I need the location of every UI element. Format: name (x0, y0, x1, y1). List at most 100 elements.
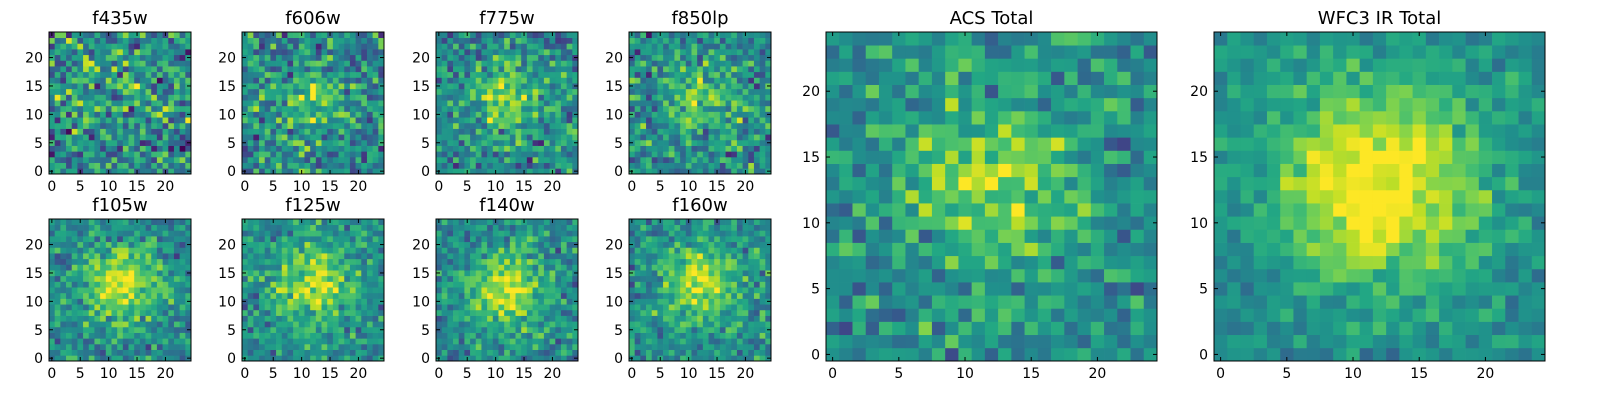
heatmap-cell (680, 151, 687, 158)
heatmap-cell (293, 332, 300, 339)
heatmap-cell (487, 139, 494, 146)
heatmap-cell (447, 37, 454, 44)
heatmap-cell (680, 111, 687, 118)
heatmap-cell (753, 355, 760, 362)
heatmap-cell (156, 77, 163, 84)
heatmap-cell (156, 343, 163, 350)
heatmap-cell (372, 168, 379, 175)
heatmap-cell (276, 128, 283, 135)
heatmap-cell (310, 37, 317, 44)
y-tick-label: 5 (227, 136, 236, 152)
heatmap-cell (560, 298, 567, 305)
heatmap-cell (173, 224, 180, 231)
heatmap-cell (492, 117, 499, 124)
heatmap-cell (441, 60, 448, 67)
heatmap-cell (487, 236, 494, 243)
heatmap-cell (242, 43, 249, 50)
heatmap-cell (640, 117, 647, 124)
heatmap-cell (509, 145, 516, 152)
heatmap-cell (71, 49, 78, 56)
heatmap-cell (538, 71, 545, 78)
heatmap-cell (719, 100, 726, 107)
heatmap-cell (304, 241, 311, 248)
heatmap-cell (315, 355, 322, 362)
heatmap-cell (173, 162, 180, 169)
heatmap-cell (349, 332, 356, 339)
heatmap-cell (458, 162, 465, 169)
heatmap-cell (122, 162, 129, 169)
heatmap-cell (646, 275, 653, 282)
heatmap-cell (470, 37, 477, 44)
heatmap-cell (321, 338, 328, 345)
heatmap-cell (674, 275, 681, 282)
heatmap-cell (685, 83, 692, 90)
heatmap-cell (714, 332, 721, 339)
heatmap-cell (145, 168, 152, 175)
heatmap-cell (145, 332, 152, 339)
heatmap-cell (105, 71, 112, 78)
heatmap-cell (60, 332, 67, 339)
heatmap-cell (532, 83, 539, 90)
heatmap-cell (100, 292, 107, 299)
heatmap-cell (629, 94, 636, 101)
heatmap-cell (298, 156, 305, 163)
heatmap-cell (111, 145, 118, 152)
heatmap-cell (355, 343, 362, 350)
heatmap-cell (247, 321, 254, 328)
heatmap-cell (344, 66, 351, 73)
heatmap-cell (71, 60, 78, 67)
heatmap-cell (179, 224, 186, 231)
heatmap-cell (259, 168, 266, 175)
heatmap-cell (83, 247, 90, 254)
heatmap-cell (270, 349, 277, 356)
heatmap-cell (475, 326, 482, 333)
heatmap-cell (77, 253, 84, 260)
heatmap-cell (168, 343, 175, 350)
heatmap-cell (725, 355, 732, 362)
heatmap-cell (298, 60, 305, 67)
heatmap-cell (378, 304, 385, 311)
heatmap-cell (253, 241, 260, 248)
heatmap-cell (572, 287, 579, 294)
heatmap-cell (538, 258, 545, 265)
heatmap-cell (66, 298, 73, 305)
heatmap-cell (634, 332, 641, 339)
heatmap-cell (304, 111, 311, 118)
heatmap-cell (498, 230, 505, 237)
heatmap-cell (332, 156, 339, 163)
heatmap-cell (640, 287, 647, 294)
heatmap-cell (674, 315, 681, 322)
heatmap-cell (555, 292, 562, 299)
heatmap-cell (60, 134, 67, 141)
heatmap-cell (304, 343, 311, 350)
heatmap-cell (315, 139, 322, 146)
heatmap-cell (281, 298, 288, 305)
heatmap-cell (60, 281, 67, 288)
heatmap-cell (691, 343, 698, 350)
heatmap-cell (521, 332, 528, 339)
heatmap-cell (719, 94, 726, 101)
heatmap-cell (355, 315, 362, 322)
heatmap-cell (702, 134, 709, 141)
heatmap-cell (134, 66, 141, 73)
heatmap-cell (327, 326, 334, 333)
heatmap-cell (247, 241, 254, 248)
heatmap-cell (355, 128, 362, 135)
heatmap-cell (122, 111, 129, 118)
heatmap-cell (145, 43, 152, 50)
heatmap-cell (526, 156, 533, 163)
heatmap-cell (765, 37, 772, 44)
heatmap-cell (281, 134, 288, 141)
heatmap-cell (447, 145, 454, 152)
heatmap-cell (134, 343, 141, 350)
heatmap-cell (122, 156, 129, 163)
heatmap-cell (481, 224, 488, 231)
y-tick-label: 20 (412, 238, 430, 254)
heatmap-cell (629, 315, 636, 322)
heatmap-cell (378, 77, 385, 84)
heatmap-cell (88, 145, 95, 152)
heatmap-cell (264, 134, 271, 141)
heatmap-cell (719, 83, 726, 90)
heatmap-cell (151, 60, 158, 67)
heatmap-cell (156, 287, 163, 294)
